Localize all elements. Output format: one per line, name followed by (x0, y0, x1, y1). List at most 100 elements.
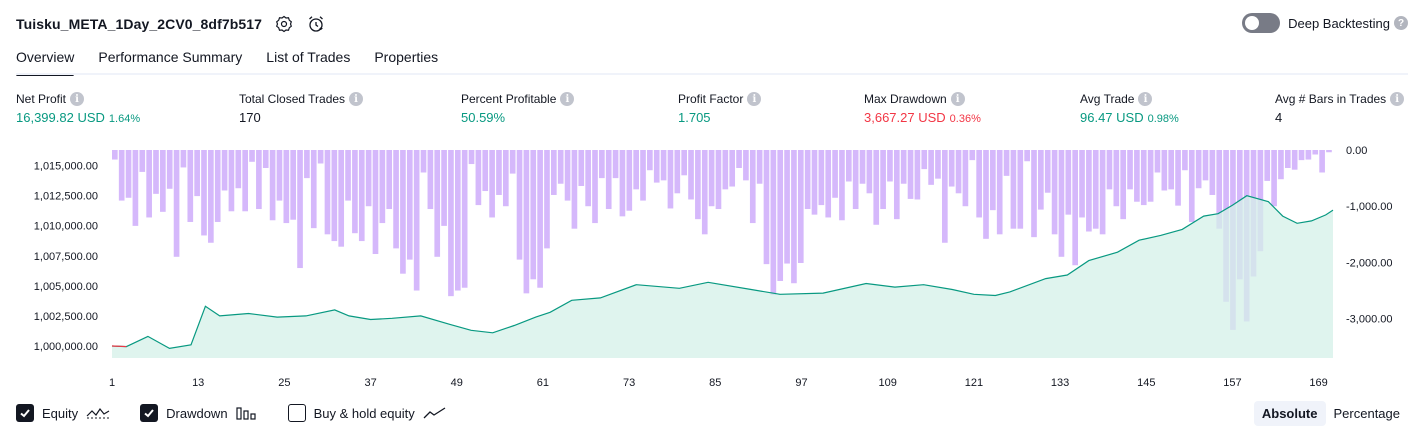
drawdown-bar (1017, 150, 1024, 229)
drawdown-bar (695, 150, 701, 220)
x-axis-tick-label: 73 (623, 377, 635, 389)
drawdown-bar (1044, 150, 1051, 193)
drawdown-bar (722, 150, 729, 190)
settings-gear-icon[interactable] (274, 14, 294, 34)
check-icon (20, 409, 30, 418)
drawdown-bar (907, 150, 914, 199)
drawdown-bar (921, 150, 928, 170)
buyhold-legend-item[interactable]: Buy & hold equity (287, 404, 447, 422)
drawdown-bar (441, 150, 447, 226)
drawdown-bar (180, 150, 187, 168)
drawdown-bar (338, 150, 345, 247)
drawdown-bar (365, 150, 372, 207)
info-icon[interactable]: i (1390, 92, 1405, 106)
alarm-clock-icon[interactable] (306, 14, 326, 34)
drawdown-bar (976, 150, 982, 218)
tab-list-of-trades[interactable]: List of Trades (266, 49, 351, 65)
x-axis-tick-label: 49 (451, 377, 463, 389)
info-icon[interactable]: i (560, 92, 575, 106)
drawdown-bar (160, 150, 166, 212)
drawdown-bar (310, 150, 317, 229)
metric-value: 50.59% (461, 110, 506, 125)
drawdown-bar (331, 150, 338, 242)
deep-backtesting-label: Deep Backtesting (1288, 15, 1390, 31)
drawdown-bar (235, 150, 242, 189)
drawdown-bar (743, 150, 749, 181)
info-icon[interactable]: i (1138, 92, 1153, 106)
drawdown-bars (112, 150, 1332, 330)
drawdown-bar (1312, 150, 1319, 155)
drawdown-bar (880, 150, 886, 210)
drawdown-bar (1072, 150, 1078, 266)
help-icon[interactable]: ? (1394, 16, 1408, 30)
drawdown-bar (1298, 150, 1305, 161)
drawdown-bar (509, 150, 516, 174)
equity-checkbox[interactable] (16, 404, 34, 422)
drawdown-bar (434, 150, 441, 257)
absolute-button[interactable]: Absolute (1253, 401, 1326, 426)
metric-avg-trade: Avg Trade i 96.47 USD 0.98% (1080, 92, 1179, 125)
equity-drawdown-chart[interactable]: 1,000,000.00 1,002,500.00 1,005,000.00 1,00… (0, 140, 1424, 396)
drawdown-bar (1010, 150, 1017, 229)
drawdown-bar (228, 150, 235, 212)
info-icon[interactable]: i (70, 92, 85, 106)
equity-series (111, 195, 1334, 358)
drawdown-bar (400, 150, 406, 274)
metric-max-drawdown: Max Drawdown i 3,667.27 USD 0.36% (864, 92, 981, 125)
x-axis-tick-label: 13 (192, 377, 204, 389)
buyhold-checkbox[interactable] (287, 404, 306, 422)
drawdown-bar (317, 150, 324, 164)
drawdown-bar (1140, 150, 1147, 206)
drawdown-bar (1209, 150, 1216, 195)
tab-overview[interactable]: Overview (16, 44, 75, 76)
drawdown-bar (832, 150, 838, 198)
tab-properties[interactable]: Properties (374, 49, 439, 65)
drawdown-bar (516, 150, 523, 260)
info-icon[interactable]: i (950, 92, 965, 106)
drawdown-bar (1079, 150, 1085, 218)
drawdown-bar (544, 150, 550, 249)
info-icon[interactable]: i (349, 92, 364, 106)
metric-label: Profit Factor (678, 92, 744, 106)
drawdown-bar (1305, 150, 1312, 160)
x-axis: 1 13 25 37 49 61 73 85 97 109 121 133 145 157 169 (109, 377, 1328, 389)
equity-area (112, 195, 1333, 358)
drawdown-bar (1195, 150, 1202, 189)
drawdown-bar (626, 150, 633, 211)
right-axis-tick-label: -1,000.00 (1346, 201, 1392, 213)
x-axis-tick-label: 61 (537, 377, 549, 389)
drawdown-bar (756, 150, 763, 184)
drawdown-checkbox[interactable] (140, 404, 159, 422)
drawdown-bar (845, 150, 852, 182)
equity-legend-item[interactable]: Equity (16, 404, 110, 422)
info-icon[interactable]: i (747, 92, 762, 106)
drawdown-bar (935, 150, 941, 179)
percentage-button[interactable]: Percentage (1333, 406, 1401, 421)
x-axis-tick-label: 145 (1137, 377, 1155, 389)
left-axis-tick-label: 1,000,000.00 (34, 341, 98, 353)
metric-net-profit: Net Profit i 16,399.82 USD 1.64% (16, 92, 140, 125)
drawdown-bar (928, 150, 934, 185)
drawdown-bar (482, 150, 489, 192)
drawdown-bar (125, 150, 132, 198)
drawdown-bar (345, 150, 351, 201)
metric-label: Net Profit (16, 92, 67, 106)
drawdown-bar (1271, 150, 1277, 207)
drawdown-bar (749, 150, 756, 224)
drawdown-bar (304, 150, 310, 179)
view-mode-switch: Absolute Percentage (1253, 401, 1408, 426)
metric-label: Total Closed Trades (239, 92, 346, 106)
drawdown-bar (283, 150, 290, 224)
drawdown-bar (420, 150, 427, 173)
drawdown-bar (496, 150, 502, 195)
drawdown-bar (276, 150, 283, 201)
left-axis-tick-label: 1,012,500.00 (34, 191, 98, 203)
deep-backtesting-toggle[interactable] (1242, 13, 1281, 33)
drawdown-bar (962, 150, 969, 207)
tab-performance-summary[interactable]: Performance Summary (98, 49, 243, 65)
strategy-title: Tuisku_META_1Day_2CV0_8df7b517 (16, 16, 263, 32)
left-axis: 1,000,000.00 1,002,500.00 1,005,000.00 1,00… (34, 161, 98, 353)
drawdown-legend-item[interactable]: Drawdown (140, 404, 257, 422)
drawdown-bar (1092, 150, 1099, 229)
drawdown-bar (955, 150, 962, 194)
